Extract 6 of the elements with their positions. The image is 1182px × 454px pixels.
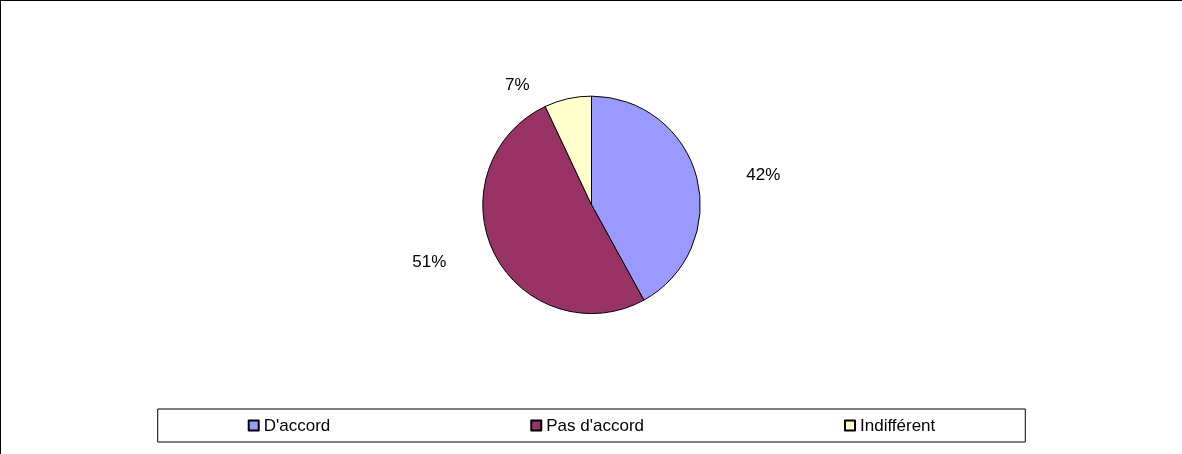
legend-label: D'accord [263, 416, 331, 435]
legend-label: Pas d'accord [546, 416, 644, 435]
legend-label: Indifférent [860, 416, 936, 435]
data-label: 7% [504, 74, 530, 94]
data-label: 42% [746, 164, 781, 184]
data-label: 51% [412, 251, 447, 271]
